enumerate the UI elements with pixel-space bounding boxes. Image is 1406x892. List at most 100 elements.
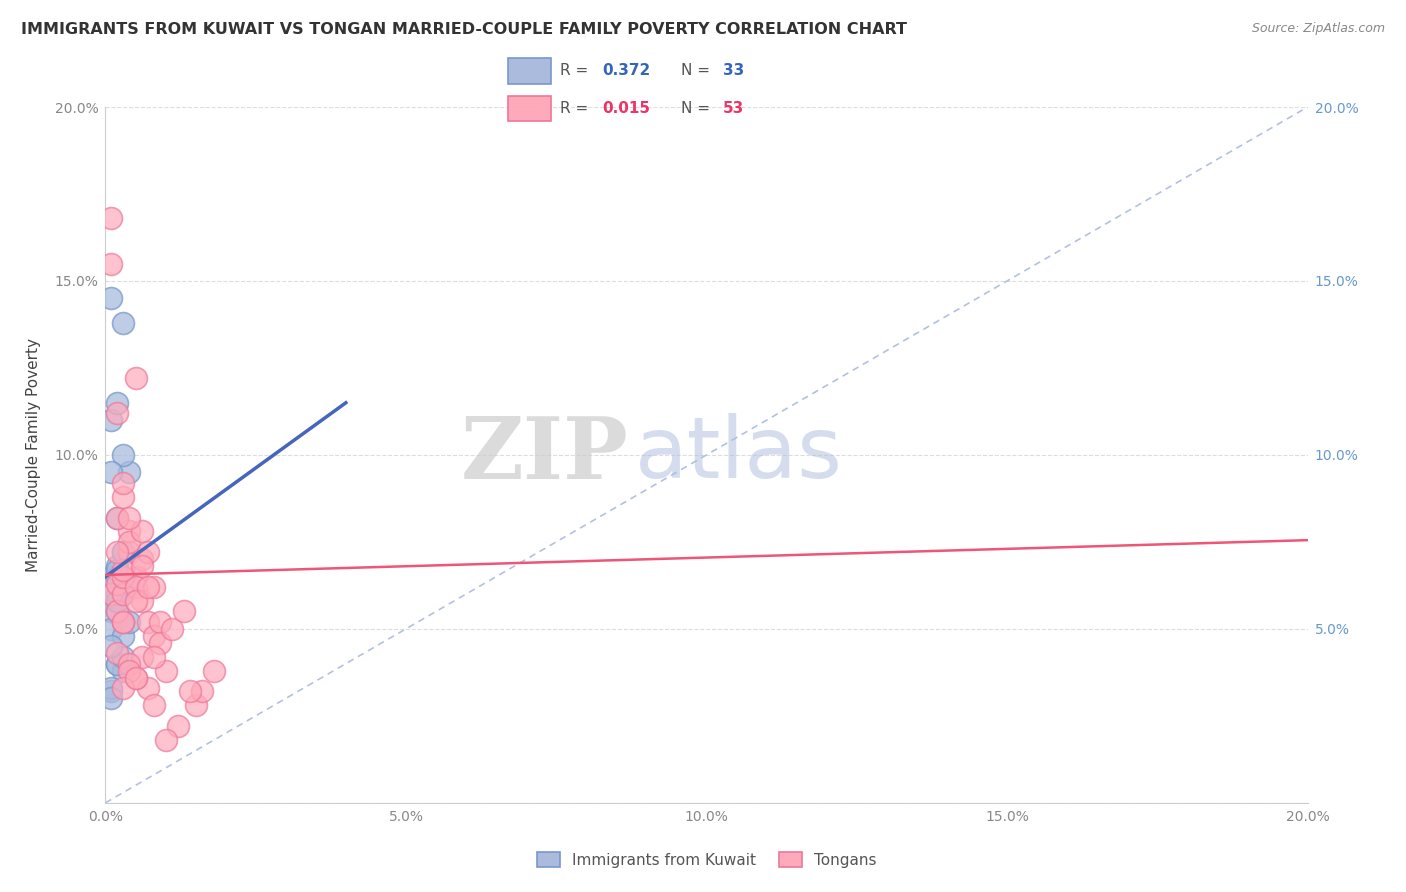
Point	[184, 698, 207, 713]
Point	[107, 570, 129, 584]
Point	[107, 396, 129, 410]
Point	[112, 563, 135, 577]
Point	[107, 510, 129, 524]
Point	[124, 570, 146, 584]
Point	[131, 552, 153, 566]
Point	[107, 594, 129, 608]
Point	[131, 524, 153, 539]
Point	[142, 629, 165, 643]
Point	[100, 622, 122, 636]
Text: R =: R =	[560, 101, 593, 116]
Point	[124, 671, 146, 685]
Point	[100, 681, 122, 695]
Point	[100, 684, 122, 698]
Point	[107, 605, 129, 619]
Point	[107, 605, 129, 619]
Point	[118, 545, 141, 559]
Text: 0.015: 0.015	[602, 101, 650, 116]
Point	[107, 657, 129, 671]
Bar	[508, 95, 551, 121]
Point	[112, 587, 135, 601]
Point	[131, 594, 153, 608]
Point	[136, 545, 159, 559]
Text: 33: 33	[723, 63, 744, 78]
Point	[173, 605, 195, 619]
Point	[112, 316, 135, 330]
Point	[118, 615, 141, 629]
Point	[142, 649, 165, 664]
Text: atlas: atlas	[634, 413, 842, 497]
Point	[100, 291, 122, 305]
Point	[166, 719, 188, 733]
Point	[124, 371, 146, 385]
Point	[131, 649, 153, 664]
Point	[136, 580, 159, 594]
Point	[124, 580, 146, 594]
Point	[118, 657, 141, 671]
Point	[100, 413, 122, 427]
Point	[107, 646, 129, 660]
Point	[112, 649, 135, 664]
Point	[107, 594, 129, 608]
Point	[112, 587, 135, 601]
Point	[148, 615, 170, 629]
Text: IMMIGRANTS FROM KUWAIT VS TONGAN MARRIED-COUPLE FAMILY POVERTY CORRELATION CHART: IMMIGRANTS FROM KUWAIT VS TONGAN MARRIED…	[21, 22, 907, 37]
Text: ZIP: ZIP	[461, 413, 628, 497]
Point	[100, 639, 122, 653]
Point	[112, 615, 135, 629]
Point	[118, 664, 141, 678]
Point	[112, 615, 135, 629]
Point	[100, 587, 122, 601]
Legend: Immigrants from Kuwait, Tongans: Immigrants from Kuwait, Tongans	[529, 845, 884, 875]
Point	[112, 681, 135, 695]
Point	[112, 545, 135, 559]
Point	[100, 691, 122, 706]
Point	[118, 510, 141, 524]
Point	[118, 534, 141, 549]
Point	[131, 559, 153, 574]
Point	[142, 580, 165, 594]
Point	[112, 490, 135, 504]
Point	[100, 256, 122, 270]
Point	[107, 559, 129, 574]
Text: Source: ZipAtlas.com: Source: ZipAtlas.com	[1251, 22, 1385, 36]
Point	[118, 580, 141, 594]
Point	[148, 636, 170, 650]
Point	[190, 684, 212, 698]
Point	[202, 664, 225, 678]
Point	[107, 563, 129, 577]
Y-axis label: Married-Couple Family Poverty: Married-Couple Family Poverty	[25, 338, 41, 572]
Point	[118, 524, 141, 539]
Point	[112, 615, 135, 629]
Point	[112, 570, 135, 584]
Point	[100, 466, 122, 480]
Text: 53: 53	[723, 101, 744, 116]
Point	[118, 466, 141, 480]
Point	[100, 211, 122, 226]
Point	[155, 733, 177, 747]
Point	[136, 615, 159, 629]
Point	[107, 587, 129, 601]
Point	[107, 510, 129, 524]
Point	[124, 594, 146, 608]
Text: 0.372: 0.372	[602, 63, 650, 78]
Bar	[508, 58, 551, 84]
Point	[112, 475, 135, 490]
Text: R =: R =	[560, 63, 593, 78]
Text: N =: N =	[681, 63, 714, 78]
Point	[100, 570, 122, 584]
Point	[107, 657, 129, 671]
Point	[142, 698, 165, 713]
Point	[112, 448, 135, 462]
Point	[124, 671, 146, 685]
Point	[160, 622, 183, 636]
Point	[112, 629, 135, 643]
Text: N =: N =	[681, 101, 714, 116]
Point	[107, 576, 129, 591]
Point	[155, 664, 177, 678]
Point	[112, 545, 135, 559]
Point	[100, 605, 122, 619]
Point	[179, 684, 201, 698]
Point	[107, 406, 129, 420]
Point	[136, 681, 159, 695]
